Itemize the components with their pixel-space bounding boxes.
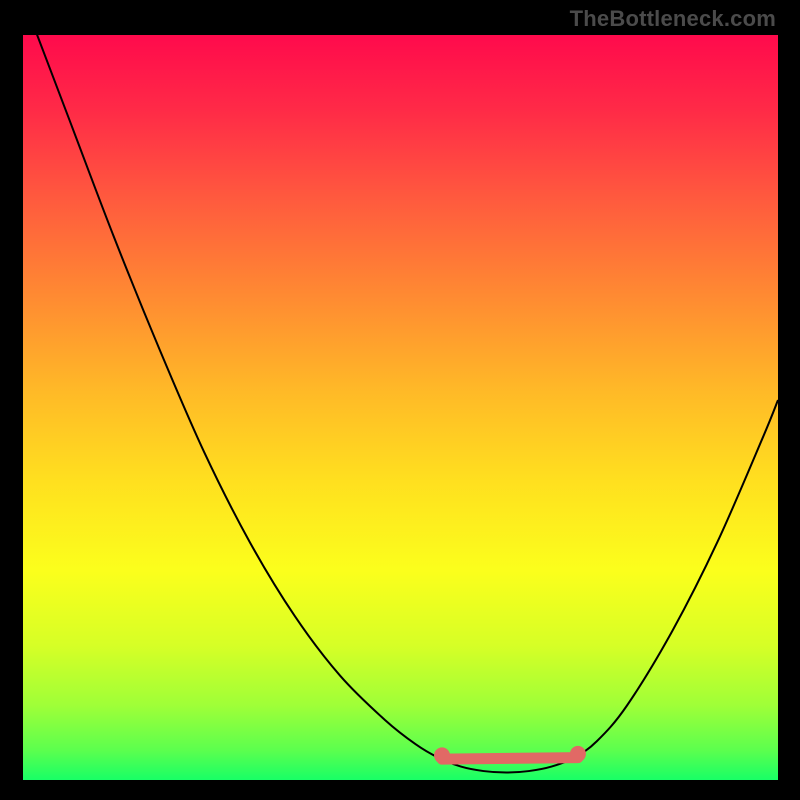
plot-area (23, 35, 778, 780)
bottleneck-curve (23, 35, 778, 773)
optimal-range-line (442, 758, 578, 759)
chart-container: TheBottleneck.com (0, 0, 800, 800)
curve-layer (23, 35, 778, 780)
watermark-text: TheBottleneck.com (570, 6, 776, 32)
